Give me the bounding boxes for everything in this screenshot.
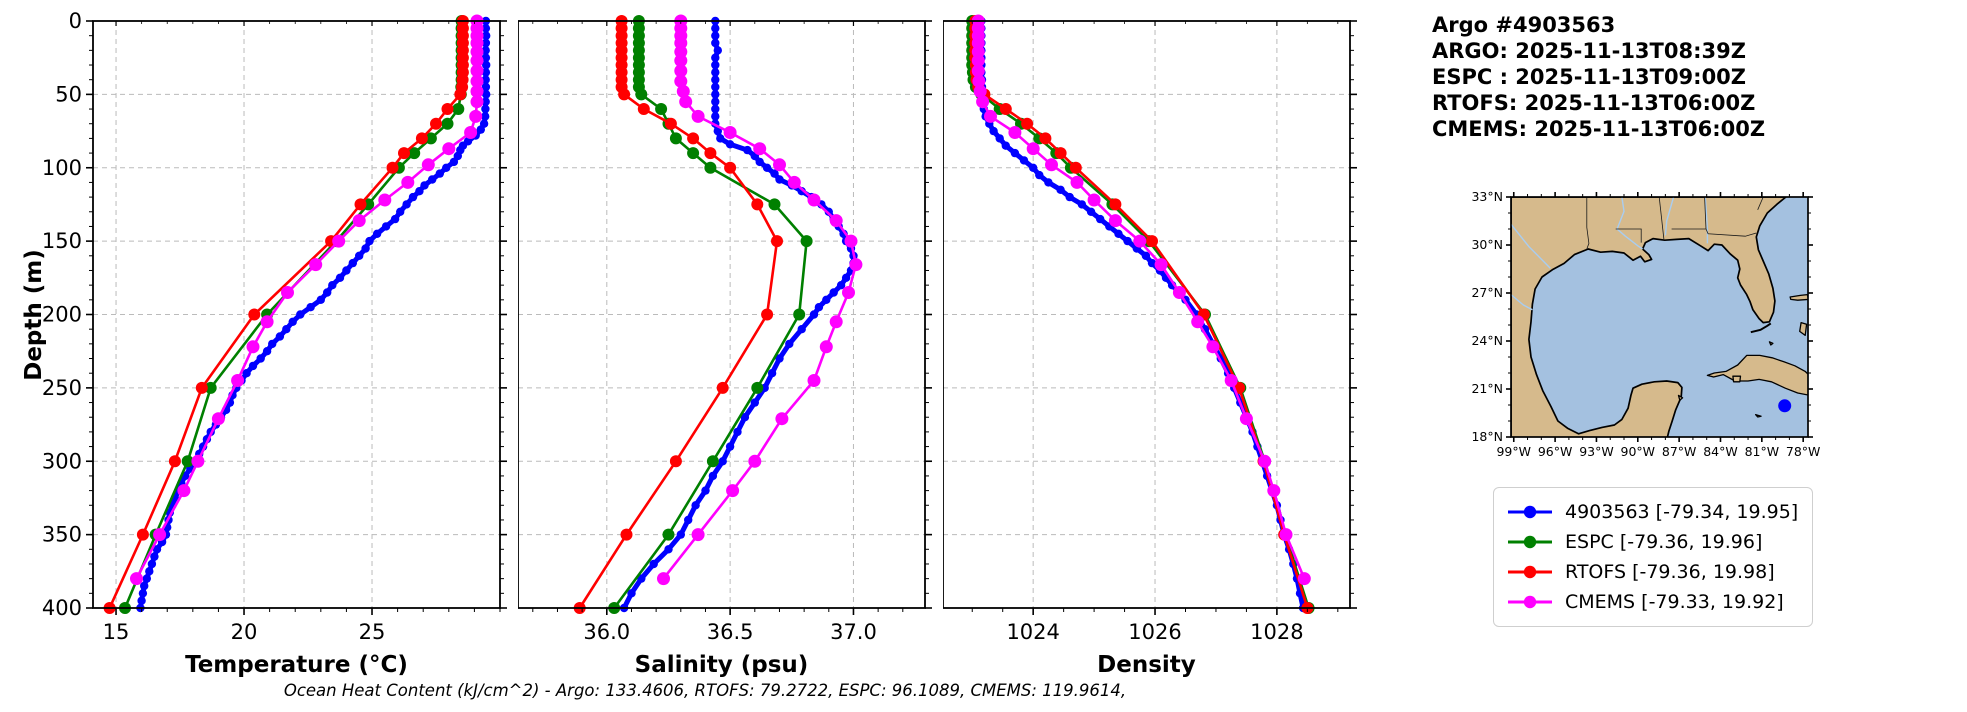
- x-tick-label: 37.0: [830, 620, 877, 644]
- map-lon-label: 93°W: [1579, 444, 1614, 459]
- map-island-1: [1732, 375, 1742, 383]
- series-RTOFS: [573, 15, 783, 614]
- y-tick-label: 150: [42, 229, 82, 253]
- salinity-profile-chart: 36.0 36.5 37.0 Salinity (psu): [511, 0, 938, 704]
- map-river-2: [1511, 223, 1551, 269]
- map-state-border-0: [1586, 197, 1590, 250]
- y-tick-label: 0: [69, 9, 82, 33]
- gridlines: [518, 21, 925, 608]
- legend-item-espc: ESPC [-79.36, 19.96]: [1506, 527, 1798, 557]
- series-4903563: [619, 16, 858, 613]
- legend-marker-icon: [1508, 535, 1552, 549]
- legend-marker-icon: [1508, 595, 1552, 609]
- x-tick-label: 1026: [1128, 620, 1181, 644]
- y-tick-label: 100: [42, 156, 82, 180]
- map-state-border-2: [1704, 197, 1707, 230]
- map-river-4: [1704, 197, 1709, 244]
- y-tick-label: 50: [55, 82, 82, 106]
- map-lat-label: 24°N: [1471, 333, 1503, 348]
- map-state-border-6: [1757, 197, 1764, 210]
- legend-item-4903563: 4903563 [-79.34, 19.95]: [1506, 497, 1798, 527]
- map-lon-label: 99°W: [1496, 444, 1531, 459]
- map-ticks: [1506, 192, 1813, 442]
- map-lon-label: 90°W: [1621, 444, 1656, 459]
- legend-marker-icon: [1508, 565, 1552, 579]
- legend-label: ESPC [-79.36, 19.96]: [1565, 531, 1763, 553]
- x-axis-title: Density: [1097, 652, 1196, 678]
- y-tick-label: 350: [42, 523, 82, 547]
- map-lon-label: 78°W: [1786, 444, 1821, 459]
- map-lat-label: 21°N: [1471, 381, 1503, 396]
- map-land-mainland: [1511, 197, 1787, 437]
- title-line-1: Argo #4903563: [1432, 13, 1616, 37]
- legend-label: CMEMS [-79.33, 19.92]: [1565, 591, 1784, 613]
- title-line-3: ESPC : 2025-11-13T09:00Z: [1432, 65, 1747, 89]
- map-border: [1510, 196, 1809, 438]
- y-tick-label: 300: [42, 449, 82, 473]
- temperature-profile-chart: 15 20 25 0 50 100 150 200 250 300 350 400 Temperatur…: [18, 0, 530, 704]
- y-tick-label: 400: [42, 596, 82, 620]
- x-tick-label: 15: [103, 620, 130, 644]
- legend-item-cmems: CMEMS [-79.33, 19.92]: [1506, 587, 1798, 617]
- x-tick-label: 20: [231, 620, 258, 644]
- y-tick-label: 200: [42, 303, 82, 327]
- density-profile-chart: 1024 1026 1028 Density: [936, 0, 1363, 704]
- map-tick-labels: 99°W 96°W 93°W 90°W 87°W 84°W 81°W 78°W 18°N 21°N…: [1471, 189, 1820, 459]
- map-lat-label: 27°N: [1471, 285, 1503, 300]
- legend: 4903563 [-79.34, 19.95] ESPC [-79.36, 19.…: [1493, 487, 1814, 627]
- map-island-2: [1789, 293, 1808, 301]
- legend-label: RTOFS [-79.36, 19.98]: [1565, 561, 1775, 583]
- map-lat-label: 30°N: [1471, 237, 1503, 252]
- map-island-6: [1754, 413, 1762, 418]
- map-island-3: [1799, 321, 1808, 337]
- x-tick-label: 36.0: [583, 620, 630, 644]
- series-CMEMS: [657, 14, 863, 586]
- title-line-4: RTOFS: 2025-11-13T06:00Z: [1432, 91, 1756, 115]
- map-lon-label: 96°W: [1538, 444, 1573, 459]
- map-state-border-4: [1705, 228, 1757, 237]
- map-state-border-1: [1658, 197, 1665, 241]
- map-state-border-5: [1615, 228, 1642, 243]
- x-tick-label: 25: [359, 620, 386, 644]
- map-lon-label: 87°W: [1662, 444, 1697, 459]
- y-tick-label: 250: [42, 376, 82, 400]
- map-river-0: [1616, 197, 1643, 250]
- series-CMEMS: [971, 14, 1311, 586]
- axis-ticks: [86, 20, 507, 615]
- x-tick-label: 1028: [1250, 620, 1303, 644]
- title-line-2: ARGO: 2025-11-13T08:39Z: [1432, 39, 1746, 63]
- salinity-plot-svg: 36.0 36.5 37.0 Salinity (psu): [511, 14, 932, 678]
- map-island-5: [1677, 394, 1684, 401]
- x-tick-label: 1024: [1006, 620, 1059, 644]
- title-line-5: CMEMS: 2025-11-13T06:00Z: [1432, 117, 1766, 141]
- map-river-1: [1511, 294, 1533, 311]
- legend-label: 4903563 [-79.34, 19.95]: [1565, 501, 1799, 523]
- map-lat-label: 33°N: [1471, 189, 1503, 204]
- legend-marker-icon: [1508, 505, 1552, 519]
- map-lon-label: 84°W: [1703, 444, 1738, 459]
- map-florida-keys: [1750, 322, 1772, 334]
- density-plot-svg: 1024 1026 1028 Density: [936, 14, 1357, 678]
- x-tick-label: 36.5: [707, 620, 754, 644]
- map-lon-label: 81°W: [1745, 444, 1780, 459]
- map-island-4: [1768, 341, 1774, 346]
- tick-labels: 1024 1026 1028: [1006, 620, 1303, 644]
- argo-position-marker: [1778, 399, 1792, 413]
- gulf-of-mexico-map-svg: 99°W 96°W 93°W 90°W 87°W 84°W 81°W 78°W 18°N 21°N…: [1471, 189, 1820, 459]
- map-lat-label: 18°N: [1471, 429, 1503, 444]
- legend-item-rtofs: RTOFS [-79.36, 19.98]: [1506, 557, 1798, 587]
- title-block: Argo #4903563 ARGO: 2025-11-13T08:39Z ESPC…: [1432, 12, 1765, 142]
- x-axis-title: Temperature (°C): [185, 652, 408, 678]
- tick-labels: 36.0 36.5 37.0: [583, 620, 876, 644]
- map-river-3: [1664, 197, 1675, 236]
- temperature-plot-svg: 15 20 25050100150200250300350400Temperatur…: [42, 9, 507, 678]
- location-map: 99°W 96°W 93°W 90°W 87°W 84°W 81°W 78°W 18°N 21°N…: [1450, 180, 1840, 474]
- ocean-heat-content-caption: Ocean Heat Content (kJ/cm^2) - Argo: 133…: [283, 681, 1127, 700]
- series-CMEMS: [130, 14, 484, 586]
- series-ESPC: [608, 15, 813, 614]
- x-axis-title: Salinity (psu): [635, 652, 809, 678]
